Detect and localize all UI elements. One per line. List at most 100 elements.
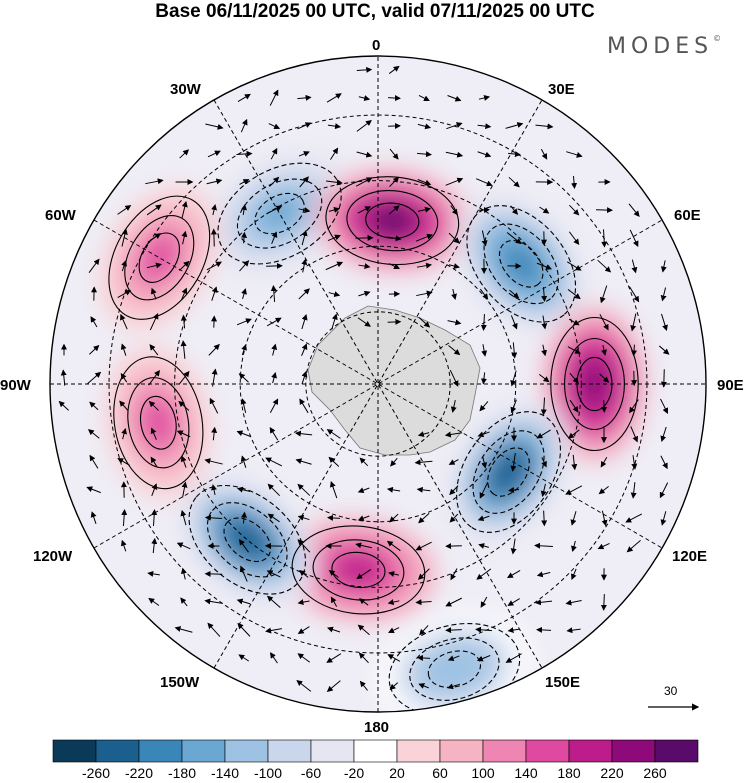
wind-vector <box>296 680 312 692</box>
colorbar-swatch-14 <box>654 739 699 763</box>
map-title: Base 06/11/2025 00 UTC, valid 07/11/2025… <box>155 1 595 22</box>
wind-vector <box>178 260 190 271</box>
wind-vector <box>660 369 667 388</box>
wind-vector <box>179 149 190 159</box>
wind-vector <box>628 203 640 217</box>
wind-vector <box>566 261 582 271</box>
wind-vector <box>535 626 552 633</box>
wind-vector <box>479 401 489 412</box>
height-contour-7-1 <box>206 502 288 578</box>
wind-vector <box>511 342 518 359</box>
colorbar-swatch-4 <box>224 739 269 763</box>
wind-vector <box>660 398 668 414</box>
wind-vector <box>450 205 458 216</box>
wind-vector <box>121 427 127 440</box>
colorbar-swatch-0 <box>52 739 97 763</box>
wind-vector <box>480 314 487 331</box>
wind-vector <box>239 565 248 582</box>
wind-vector <box>270 147 278 160</box>
wind-vector <box>358 95 371 101</box>
anomaly-positive-center-1-layer-3 <box>368 204 416 237</box>
wind-vector <box>660 287 667 302</box>
wind-vector <box>180 314 187 329</box>
colorbar-swatch-3 <box>181 739 226 763</box>
lon-label-180: 180 <box>364 719 390 736</box>
wind-vector <box>571 454 578 471</box>
wind-vector <box>149 313 159 331</box>
colorbar-swatch-1 <box>95 739 140 763</box>
wind-vector <box>628 286 640 303</box>
wind-vector <box>356 569 372 580</box>
wind-vector <box>566 627 581 634</box>
lon-label-120w: 120W <box>33 548 73 565</box>
wind-vector <box>148 597 160 606</box>
wind-vector <box>176 430 191 438</box>
wind-vector <box>180 340 187 359</box>
lon-label-90e: 90E <box>717 377 744 394</box>
wind-vector <box>357 515 370 522</box>
wind-vector <box>415 541 432 551</box>
wind-vector <box>660 455 668 470</box>
wind-vector <box>180 509 187 526</box>
wind-vector <box>566 151 583 158</box>
wind-vector <box>268 123 281 130</box>
wind-vector <box>297 599 310 606</box>
wind-vector <box>388 627 400 633</box>
colorbar-swatch-11 <box>525 739 570 763</box>
wind-vector <box>209 397 219 414</box>
wind-vector <box>535 123 554 130</box>
wind-vector <box>630 313 637 332</box>
wind-vector <box>448 459 459 465</box>
wind-vector <box>181 481 188 498</box>
wind-vector <box>630 344 637 357</box>
wind-vector <box>120 372 128 383</box>
wind-vector <box>477 151 492 158</box>
wind-vector <box>297 626 310 634</box>
wind-vector <box>121 260 127 272</box>
wind-vector <box>508 487 520 493</box>
wind-vector <box>417 123 432 130</box>
wind-vector <box>330 147 339 160</box>
wind-vector <box>298 288 310 300</box>
wind-vector <box>505 122 524 129</box>
wind-vector <box>534 542 553 549</box>
wind-vector <box>476 655 491 662</box>
wind-vector <box>506 232 522 245</box>
wind-vector <box>390 457 398 467</box>
height-contour-7-0 <box>188 484 307 595</box>
colorbar-tick-label: -60 <box>300 765 322 781</box>
wind-vector <box>418 316 431 328</box>
meridian-150 <box>213 99 543 669</box>
wind-vector <box>631 455 638 470</box>
wind-vector <box>356 151 373 158</box>
wind-vector <box>565 485 583 495</box>
wind-vector <box>448 263 460 269</box>
lon-label-60w: 60W <box>45 207 76 224</box>
anomaly-negative-center-7-layer-3 <box>226 520 268 559</box>
wind-vector <box>416 151 432 158</box>
wind-vector <box>266 205 283 215</box>
wind-vector <box>237 93 251 103</box>
wind-vector <box>448 345 461 356</box>
wind-vector <box>451 288 457 300</box>
wind-vector <box>477 515 490 522</box>
wind-vector <box>89 454 99 469</box>
wind-vector <box>417 206 431 213</box>
wind-vector <box>86 486 101 494</box>
wind-vector <box>659 482 669 499</box>
wind-vector <box>238 373 249 383</box>
wind-vector <box>356 120 372 132</box>
wind-vector <box>90 316 98 328</box>
wind-vector <box>567 289 581 300</box>
height-contour-2-0 <box>466 205 577 323</box>
brand-text: MODES <box>607 34 714 59</box>
wind-vector <box>297 514 310 521</box>
wind-vector <box>481 230 488 247</box>
wind-vector <box>418 512 430 524</box>
wind-vector <box>507 598 520 606</box>
wind-vector <box>329 480 338 499</box>
wind-vector <box>266 317 282 327</box>
wind-vector <box>146 204 162 216</box>
lon-label-30w: 30W <box>170 81 201 98</box>
wind-vector <box>534 599 553 606</box>
